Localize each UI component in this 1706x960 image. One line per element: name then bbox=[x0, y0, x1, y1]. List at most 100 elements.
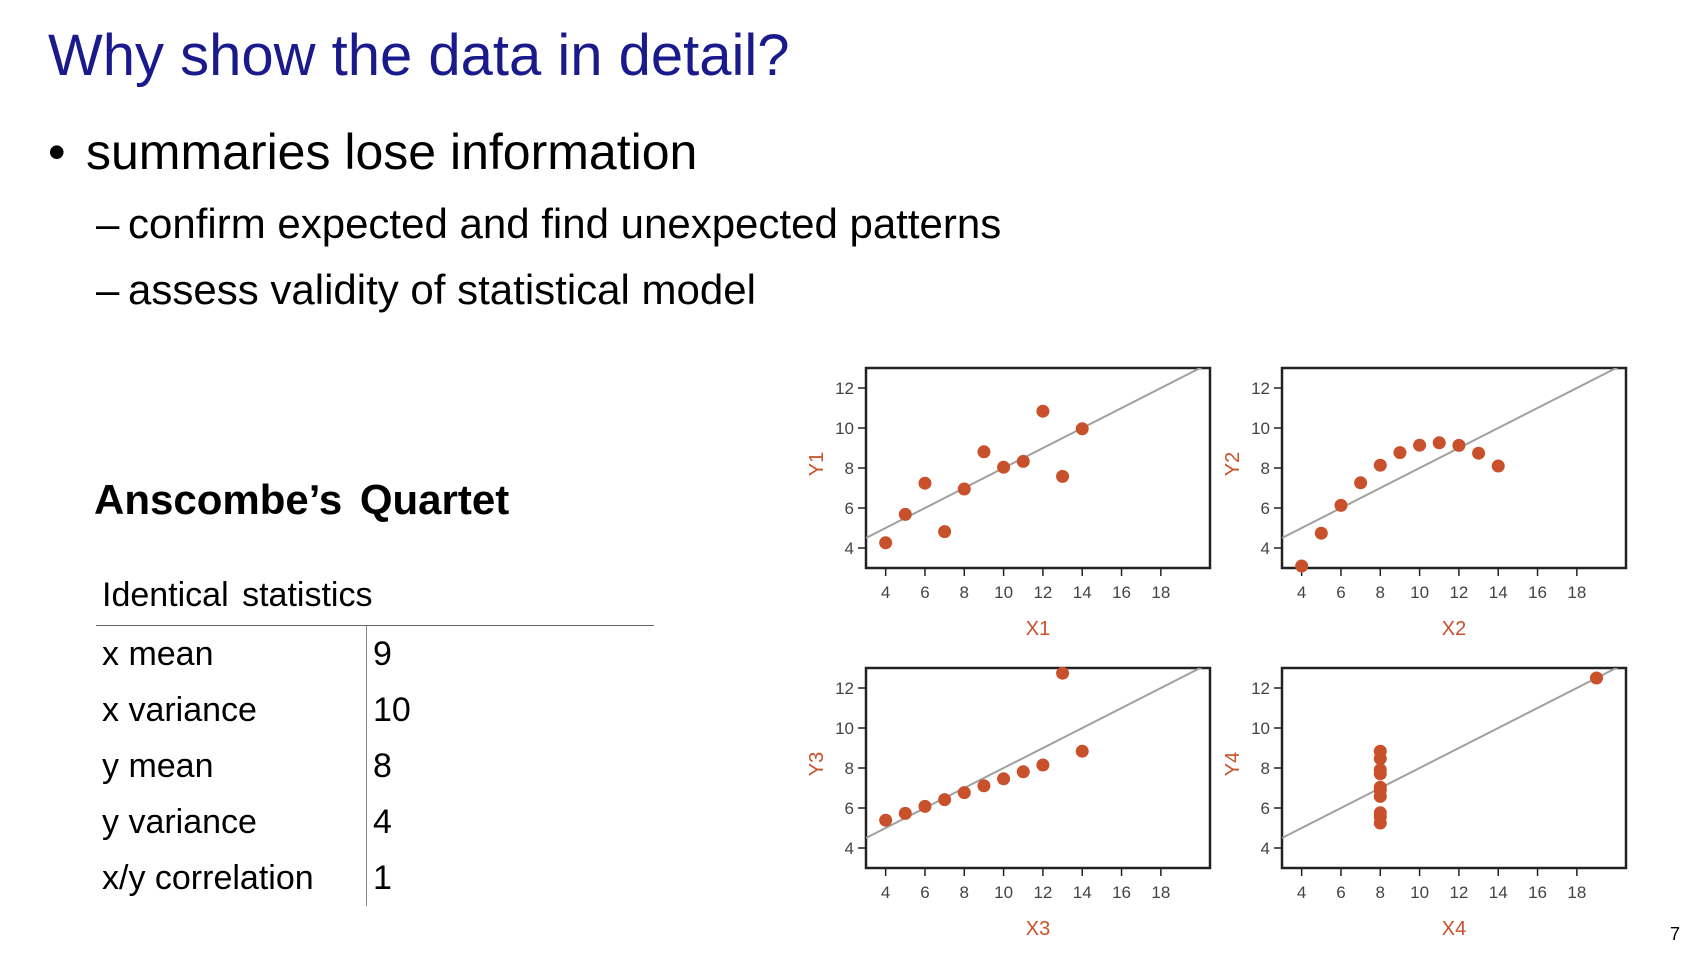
y-axis-label: Y4 bbox=[1222, 752, 1244, 776]
slide-title: Why show the data in detail? bbox=[48, 23, 790, 88]
x-tick-label: 4 bbox=[881, 883, 890, 902]
regression-line bbox=[866, 368, 1203, 539]
data-point bbox=[898, 507, 912, 521]
stat-value: 4 bbox=[373, 802, 392, 841]
data-point bbox=[879, 536, 893, 550]
data-point bbox=[1373, 458, 1387, 472]
data-point bbox=[1452, 438, 1466, 452]
scatter-panel-4: 4 6 8 10 12 14 16 18 4 6 8 10 12 X4 Y4 bbox=[1222, 666, 1628, 940]
x-axis-label: X1 bbox=[1026, 618, 1050, 640]
y-tick-label: 6 bbox=[845, 499, 854, 518]
table-row: x mean 9 bbox=[96, 625, 654, 682]
x-axis-label: X3 bbox=[1026, 918, 1050, 940]
sub-marker: – bbox=[96, 266, 120, 313]
y-tick-label: 12 bbox=[835, 679, 854, 698]
y-tick-label: 10 bbox=[835, 719, 854, 738]
stat-label: x/y correlation bbox=[96, 850, 367, 906]
data-point bbox=[997, 772, 1011, 786]
y-axis-label: Y1 bbox=[806, 452, 828, 476]
data-point bbox=[1314, 526, 1328, 540]
x-tick-label: 12 bbox=[1033, 583, 1052, 602]
stat-label: x variance bbox=[96, 682, 367, 738]
x-tick-label: 14 bbox=[1073, 883, 1092, 902]
sub-point-text: confirm expected and find unexpected pat… bbox=[128, 200, 1002, 247]
sub-point-1: – confirm expected and find unexpected pa… bbox=[96, 200, 1001, 248]
stat-label: x mean bbox=[96, 625, 367, 682]
x-tick-label: 8 bbox=[960, 583, 969, 602]
y-tick-label: 8 bbox=[1261, 759, 1270, 778]
x-tick-label: 14 bbox=[1489, 583, 1508, 602]
x-tick-label: 8 bbox=[1376, 583, 1385, 602]
data-point bbox=[1393, 446, 1407, 460]
sub-point-2: – assess validity of statistical model bbox=[96, 266, 756, 314]
data-point bbox=[1295, 559, 1309, 573]
data-point bbox=[977, 779, 991, 793]
stat-label: y mean bbox=[96, 738, 367, 794]
x-tick-label: 18 bbox=[1567, 883, 1586, 902]
stat-value: 10 bbox=[373, 690, 411, 729]
table-row: y variance 4 bbox=[96, 794, 654, 850]
x-tick-label: 6 bbox=[1336, 583, 1345, 602]
table-row: x variance 10 bbox=[96, 682, 654, 738]
table-row: x/y correlation 1 bbox=[96, 850, 654, 906]
data-point bbox=[1016, 454, 1030, 468]
page-number: 7 bbox=[1670, 924, 1681, 944]
data-point bbox=[957, 786, 971, 800]
x-axis-label: X4 bbox=[1442, 918, 1466, 940]
x-axis-label: X2 bbox=[1442, 618, 1466, 640]
y-tick-label: 10 bbox=[1251, 419, 1270, 438]
regression-line bbox=[1282, 668, 1619, 839]
data-point bbox=[1590, 671, 1604, 685]
data-point bbox=[1075, 744, 1089, 758]
stat-value: 8 bbox=[373, 746, 392, 785]
x-tick-label: 12 bbox=[1033, 883, 1052, 902]
x-tick-label: 12 bbox=[1449, 883, 1468, 902]
y-tick-label: 8 bbox=[1261, 459, 1270, 478]
y-tick-label: 4 bbox=[845, 839, 854, 858]
data-point bbox=[977, 445, 991, 459]
x-tick-label: 6 bbox=[1336, 883, 1345, 902]
data-point bbox=[1373, 752, 1387, 766]
scatter-panel-1: 4 6 8 10 12 14 16 18 4 6 8 10 12 X1 Y1 bbox=[806, 366, 1212, 640]
y-tick-label: 10 bbox=[1251, 719, 1270, 738]
data-point bbox=[938, 525, 952, 539]
regression-line bbox=[866, 668, 1203, 839]
scatter-panel-2: 4 6 8 10 12 14 16 18 4 6 8 10 12 X2 Y2 bbox=[1222, 366, 1628, 640]
table-header-row: Identical statistics bbox=[96, 568, 654, 626]
y-tick-label: 4 bbox=[1261, 839, 1270, 858]
data-point bbox=[1056, 469, 1070, 483]
data-point bbox=[1334, 498, 1348, 512]
x-tick-label: 14 bbox=[1489, 883, 1508, 902]
sub-marker: – bbox=[96, 200, 120, 247]
data-point bbox=[1491, 459, 1505, 473]
scatter-panel-3: 4 6 8 10 12 14 16 18 4 6 8 10 12 X3 Y3 bbox=[806, 666, 1212, 940]
x-tick-label: 16 bbox=[1528, 583, 1547, 602]
data-point bbox=[938, 793, 952, 807]
data-point bbox=[1354, 476, 1368, 490]
bullet-marker: • bbox=[48, 124, 66, 180]
x-tick-label: 8 bbox=[1376, 883, 1385, 902]
data-point bbox=[1016, 765, 1030, 779]
data-point bbox=[1373, 783, 1387, 797]
table-header: Identical statistics bbox=[96, 568, 654, 626]
x-tick-label: 16 bbox=[1112, 883, 1131, 902]
y-tick-label: 4 bbox=[845, 539, 854, 558]
x-tick-label: 4 bbox=[1297, 583, 1306, 602]
y-tick-label: 10 bbox=[835, 419, 854, 438]
x-tick-label: 18 bbox=[1567, 583, 1586, 602]
sub-point-text: assess validity of statistical model bbox=[128, 266, 756, 313]
x-tick-label: 6 bbox=[920, 883, 929, 902]
y-tick-label: 8 bbox=[845, 459, 854, 478]
table-row: y mean 8 bbox=[96, 738, 654, 794]
x-tick-label: 12 bbox=[1449, 583, 1468, 602]
data-point bbox=[997, 460, 1011, 474]
plot-frame bbox=[1280, 366, 1628, 570]
x-tick-label: 16 bbox=[1112, 583, 1131, 602]
x-tick-label: 10 bbox=[994, 583, 1013, 602]
data-point bbox=[898, 806, 912, 820]
y-tick-label: 12 bbox=[1251, 379, 1270, 398]
stat-value: 9 bbox=[373, 634, 392, 673]
stat-value: 1 bbox=[373, 858, 392, 897]
x-tick-label: 8 bbox=[960, 883, 969, 902]
